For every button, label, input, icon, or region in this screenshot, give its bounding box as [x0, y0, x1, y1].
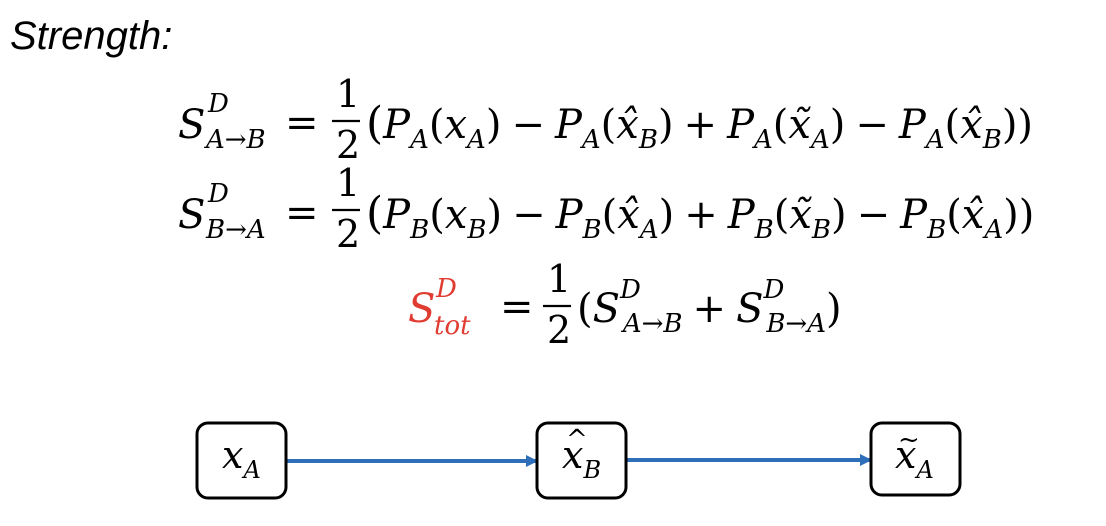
eq2-body: (PB(xB) − PB(x̂A) + PB(x̃B) − PB(x̂A)) — [366, 188, 1034, 245]
heading: Strength: — [10, 14, 172, 58]
flow-node-3-label: xA — [895, 433, 934, 484]
eq2-lhs-subscript: B→A — [205, 215, 266, 245]
equation-1: S D A→B = 1 2 (PA(xA) − PA(x̂B) + PA(x̃A) − PA… — [178, 72, 1033, 167]
flow-node-2-symbol: x — [562, 433, 583, 477]
eq2-fraction-denominator: 2 — [336, 212, 360, 256]
eq2-lhs-superscript: D — [207, 179, 229, 209]
flow-node-1-symbol: x — [222, 433, 243, 477]
flow-node-1: xA — [195, 421, 288, 500]
flow-node-2-label: xB — [562, 433, 601, 484]
flow-node-3-symbol: x — [895, 433, 916, 477]
flow-node-3-subscript: A — [914, 456, 933, 484]
flow-node-3-box — [869, 421, 962, 497]
eq1-lhs-superscript: D — [207, 89, 229, 119]
eq3-body: (SD A→B + SD B→A) — [577, 275, 842, 339]
eq3-fraction-denominator: 2 — [547, 308, 571, 352]
eq3-lhs-subscript: tot — [434, 311, 471, 341]
flow-node-1-label: xA — [222, 433, 261, 484]
eq3-lhs-symbol: S — [408, 286, 435, 332]
flow-node-2-box — [535, 421, 628, 500]
flow-node-2-subscript: B — [582, 456, 601, 484]
eq1-lhs-subscript: A→B — [204, 125, 266, 155]
flow-node-1-subscript: A — [241, 456, 260, 484]
eq2-equals: = — [285, 190, 319, 236]
eq2-fraction-numerator: 1 — [336, 161, 360, 205]
flow-node-2-accent: ^ — [566, 425, 588, 455]
flow-node-2: ^ xB — [535, 421, 628, 500]
equation-2: S D B→A = 1 2 (PB(xB) − PB(x̂A) + PB(x̃B) − PB… — [178, 161, 1034, 256]
eq1-body: (PA(xA) − PA(x̂B) + PA(x̃A) − PA(x̂B)) — [366, 98, 1033, 155]
flow-diagram: xA ^ xB ~ xA — [195, 421, 962, 500]
flow-node-3: ~ xA — [869, 421, 962, 497]
flow-node-1-box — [195, 421, 288, 500]
equation-3: S D tot = 1 2 (SD A→B + SD B→A) — [408, 257, 842, 352]
eq1-lhs-symbol: S — [178, 102, 205, 148]
eq3-fraction-numerator: 1 — [547, 257, 571, 301]
eq3-equals: = — [500, 284, 534, 330]
eq3-lhs-superscript: D — [435, 274, 457, 304]
eq2-lhs-symbol: S — [178, 192, 205, 238]
eq1-fraction-denominator: 2 — [336, 123, 360, 167]
eq1-fraction-numerator: 1 — [336, 72, 360, 116]
flow-node-3-accent: ~ — [898, 425, 920, 455]
eq1-equals: = — [285, 100, 319, 146]
